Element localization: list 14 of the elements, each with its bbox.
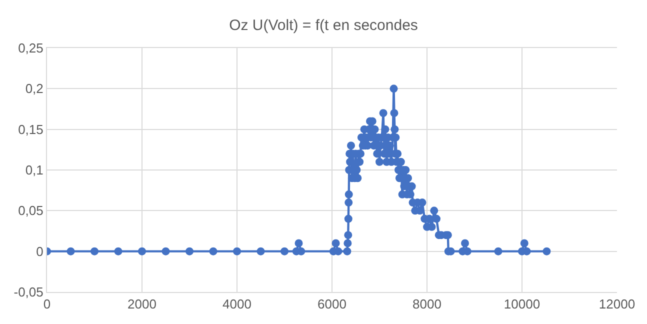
y-tick-label: 0,1 (25, 162, 44, 178)
y-tick-label: 0,15 (18, 122, 44, 137)
x-tick-label: 12000 (598, 296, 636, 312)
chart-title: Oz U(Volt) = f(t en secondes (229, 16, 418, 34)
y-tick-label: 0,25 (18, 40, 44, 56)
x-tick-label: 6000 (318, 296, 346, 312)
y-tick-label: 0 (36, 244, 44, 259)
y-tick-label: 0,05 (18, 203, 44, 218)
y-tick-label: -0,05 (14, 284, 44, 300)
x-tick-label: 2000 (128, 296, 156, 312)
x-tick-label: 10000 (504, 296, 540, 312)
x-tick-label: 4000 (222, 296, 252, 312)
x-tick-label: 8000 (412, 296, 442, 312)
y-tick-label: 0,2 (25, 81, 44, 96)
